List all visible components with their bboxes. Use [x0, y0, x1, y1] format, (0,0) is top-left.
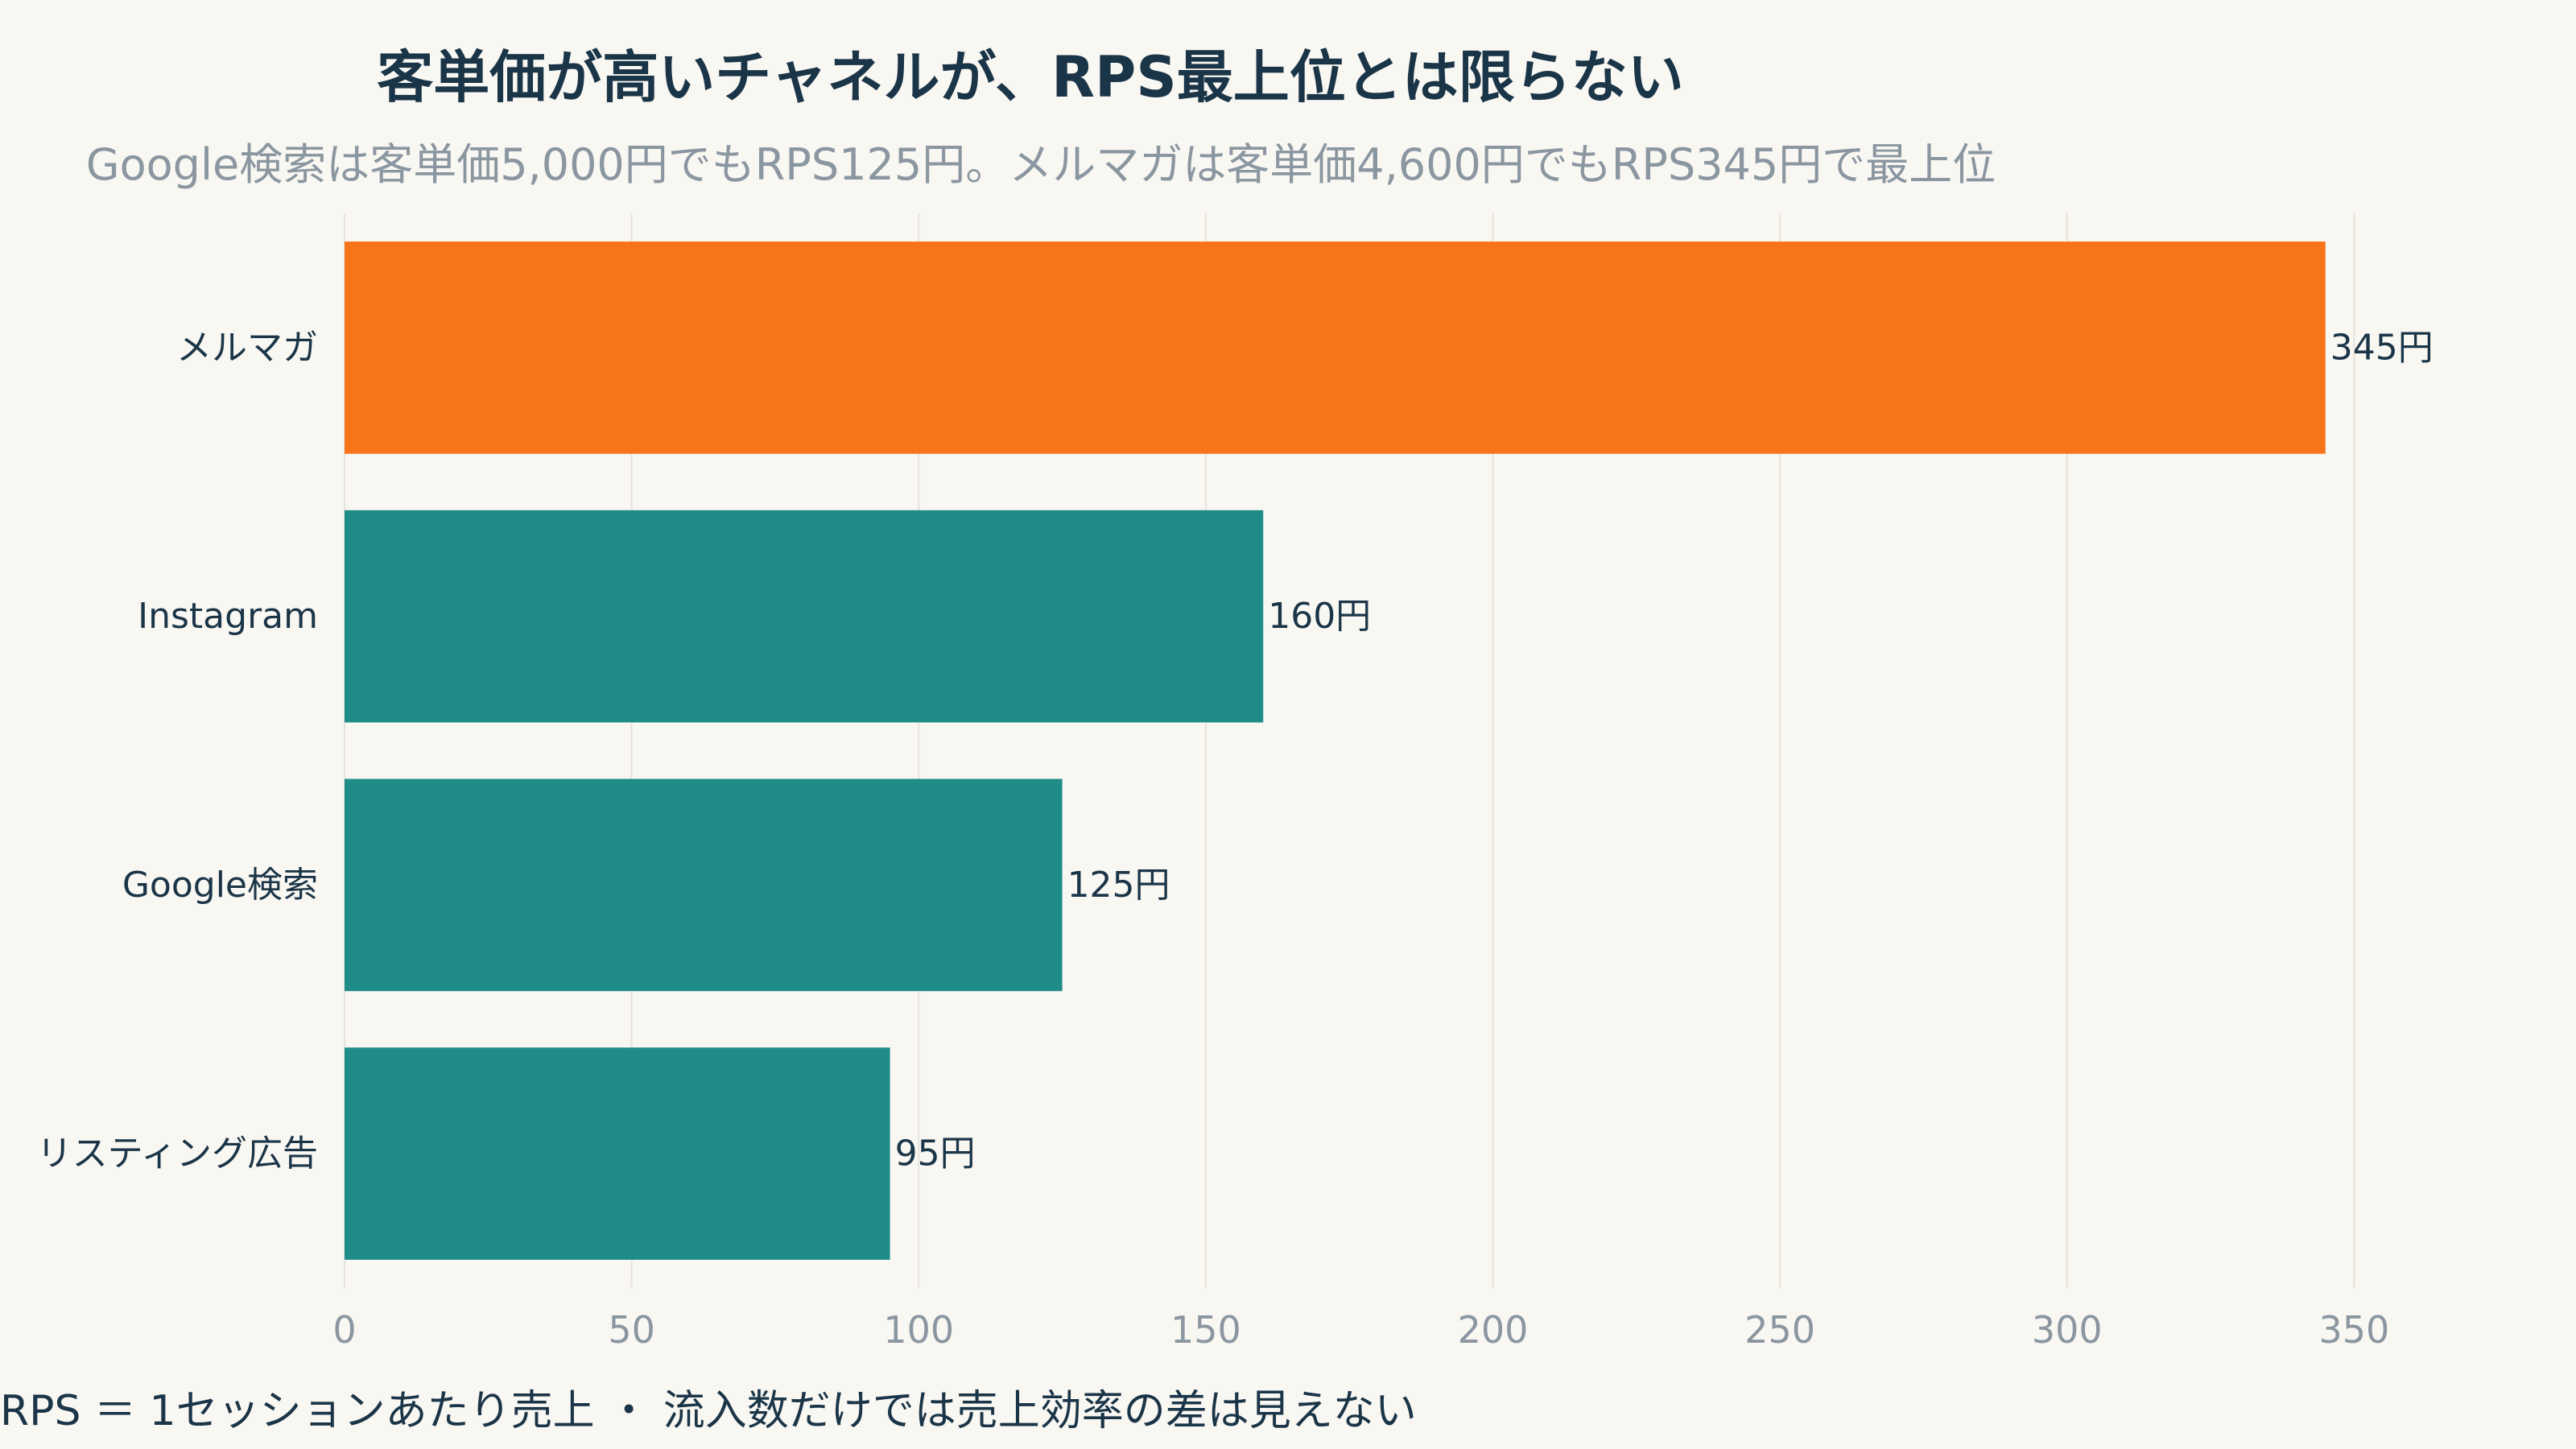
chart-subtitle: Google検索は客単価5,000円でもRPS125円。メルマガは客単価4,60…: [85, 139, 1996, 190]
x-tick-label: 150: [1170, 1308, 1241, 1352]
value-label: 125円: [1067, 865, 1170, 906]
x-tick-label: 100: [883, 1308, 954, 1352]
bar: [345, 1047, 890, 1260]
chart-title: 客単価が高いチャネルが、RPS最上位とは限らない: [377, 44, 1684, 110]
x-tick-label: 50: [608, 1308, 655, 1352]
value-label: 95円: [895, 1133, 976, 1174]
value-label: 160円: [1268, 596, 1371, 637]
category-label: Google検索: [122, 865, 318, 906]
x-tick-label: 200: [1458, 1308, 1529, 1352]
bar: [345, 510, 1264, 723]
chart-footnote: RPS ＝ 1セッションあたり売上 ・ 流入数だけでは売上効率の差は見えない: [0, 1387, 1417, 1435]
category-label: メルマガ: [176, 327, 318, 368]
x-tick-label: 300: [2032, 1308, 2103, 1352]
bar: [345, 242, 2326, 454]
bar: [345, 778, 1063, 992]
labels: 0 50 100 150 200 250 300 350 メルマガ 345円 Instagram 16…: [37, 327, 2434, 1352]
x-tick-label: 350: [2319, 1308, 2390, 1352]
x-tick-label: 250: [1744, 1308, 1815, 1352]
bars: [345, 242, 2326, 1260]
value-label: 345円: [2330, 327, 2434, 368]
category-label: Instagram: [138, 596, 318, 637]
x-tick-label: 0: [332, 1308, 356, 1352]
category-label: リスティング広告: [37, 1133, 318, 1174]
